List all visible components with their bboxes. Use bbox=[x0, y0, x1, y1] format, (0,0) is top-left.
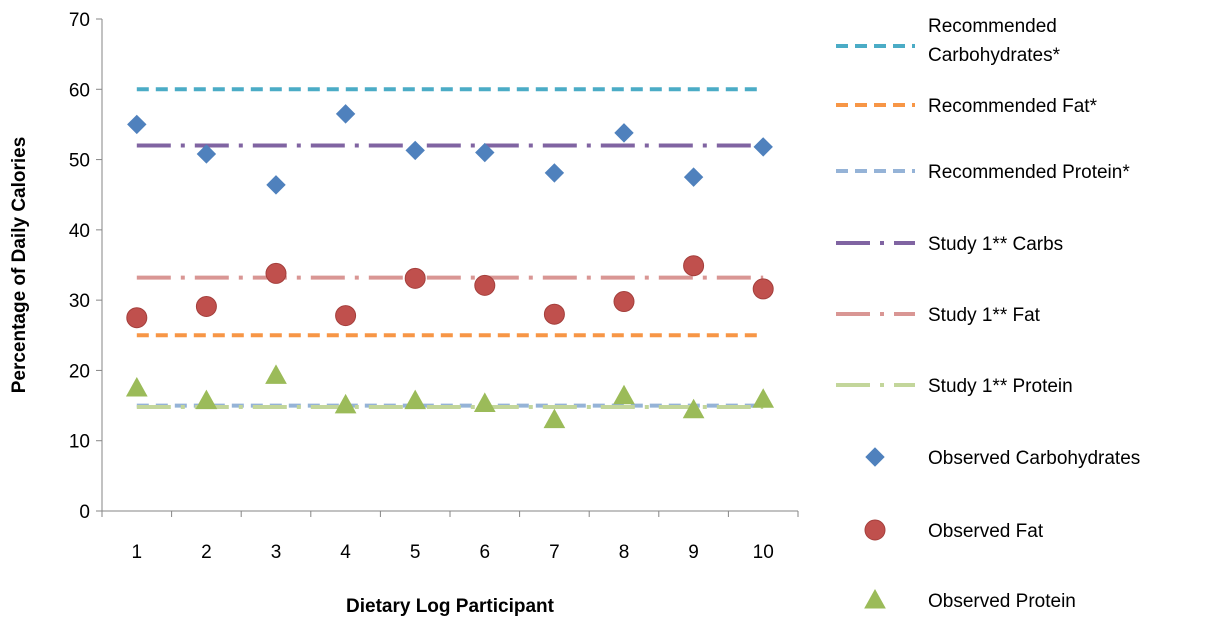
x-tick-label: 3 bbox=[271, 542, 282, 563]
y-tick-label: 70 bbox=[69, 10, 90, 31]
data-point-7-2 bbox=[265, 262, 287, 284]
data-point-6-5 bbox=[475, 142, 495, 163]
data-point-6-3 bbox=[335, 104, 356, 124]
legend-item: Observed Protein bbox=[864, 588, 1076, 612]
legend-label: Study 1** Fat bbox=[928, 305, 1041, 326]
legend-label: Study 1** Protein bbox=[928, 376, 1073, 397]
x-tick-label: 10 bbox=[753, 542, 774, 563]
legend-label: Observed Carbohydrates bbox=[928, 448, 1140, 469]
legend-item: Recommended Protein* bbox=[836, 162, 1130, 183]
data-point-7-5 bbox=[474, 274, 496, 296]
legend-item: Recommended Carbohydrates* bbox=[836, 16, 1061, 66]
data-point-7-7 bbox=[613, 291, 635, 313]
y-tick-label: 20 bbox=[69, 361, 90, 382]
legend-swatch-marker bbox=[864, 519, 886, 541]
data-point-8-9 bbox=[752, 388, 775, 408]
y-tick-label: 10 bbox=[69, 432, 90, 453]
data-point-7-8 bbox=[683, 255, 705, 277]
data-point-7-9 bbox=[752, 278, 774, 300]
legend-label: Recommended Fat* bbox=[928, 96, 1098, 117]
data-point-6-4 bbox=[405, 140, 425, 161]
x-tick-label: 6 bbox=[480, 542, 491, 563]
data-point-8-2 bbox=[265, 364, 287, 384]
legend-item: Study 1** Fat bbox=[836, 305, 1041, 326]
data-point-8-1 bbox=[195, 389, 218, 410]
legend: Recommended Carbohydrates* Recommended Fat… bbox=[836, 16, 1140, 612]
x-tick-label: 2 bbox=[201, 542, 212, 563]
x-axis-title: Dietary Log Participant bbox=[346, 596, 555, 617]
x-tick-label: 7 bbox=[549, 542, 560, 563]
x-tick-label: 5 bbox=[410, 542, 421, 563]
y-tick-label: 0 bbox=[79, 502, 90, 523]
y-tick-label: 60 bbox=[69, 80, 90, 101]
x-tick-label: 4 bbox=[340, 542, 351, 563]
data-point-6-8 bbox=[683, 167, 704, 187]
legend-item: Study 1** Protein bbox=[836, 376, 1073, 397]
legend-swatch-marker bbox=[864, 588, 886, 609]
legend-label: Study 1** Carbs bbox=[928, 234, 1063, 255]
legend-item: Observed Carbohydrates bbox=[865, 447, 1140, 469]
data-point-6-2 bbox=[266, 175, 286, 195]
y-tick-label: 50 bbox=[69, 151, 90, 172]
legend-label-line: Carbohydrates* bbox=[928, 45, 1061, 66]
data-point-6-9 bbox=[753, 137, 773, 157]
data-point-8-4 bbox=[404, 389, 427, 410]
legend-label: Recommended Carbohydrates* bbox=[928, 16, 1061, 66]
legend-label-line: Recommended bbox=[928, 16, 1057, 37]
data-point-7-0 bbox=[126, 307, 148, 329]
legend-label: Observed Fat bbox=[928, 521, 1044, 542]
y-tick-label: 30 bbox=[69, 291, 90, 312]
data-point-6-6 bbox=[544, 163, 565, 183]
data-point-8-6 bbox=[543, 408, 566, 429]
data-point-7-6 bbox=[543, 303, 565, 325]
y-tick-label: 40 bbox=[69, 221, 90, 242]
legend-label: Recommended Protein* bbox=[928, 162, 1130, 183]
data-point-7-3 bbox=[335, 305, 357, 327]
data-point-6-7 bbox=[614, 123, 634, 143]
axes: 0 10 20 30 40 50 60 70 1 2 3 4 5 6 7 8 9 10 bbox=[69, 10, 799, 563]
legend-swatch-marker bbox=[865, 447, 885, 467]
data-point-8-7 bbox=[613, 384, 635, 405]
data-point-8-8 bbox=[682, 398, 705, 419]
data-point-8-0 bbox=[125, 376, 148, 397]
legend-item: Recommended Fat* bbox=[836, 96, 1098, 117]
data-point-8-5 bbox=[473, 392, 496, 412]
x-tick-label: 8 bbox=[619, 542, 630, 563]
legend-item: Observed Fat bbox=[864, 519, 1044, 542]
data-point-6-0 bbox=[127, 114, 147, 135]
legend-item: Study 1** Carbs bbox=[836, 234, 1063, 255]
x-tick-label: 1 bbox=[132, 542, 143, 563]
data-point-7-4 bbox=[404, 267, 426, 289]
legend-label: Observed Protein bbox=[928, 591, 1076, 612]
series-layer bbox=[125, 87, 775, 429]
y-axis-title: Percentage of Daily Calories bbox=[9, 137, 30, 394]
data-point-7-1 bbox=[195, 295, 217, 317]
data-point-8-3 bbox=[334, 393, 357, 414]
data-point-6-1 bbox=[196, 144, 217, 164]
x-tick-label: 9 bbox=[688, 542, 699, 563]
